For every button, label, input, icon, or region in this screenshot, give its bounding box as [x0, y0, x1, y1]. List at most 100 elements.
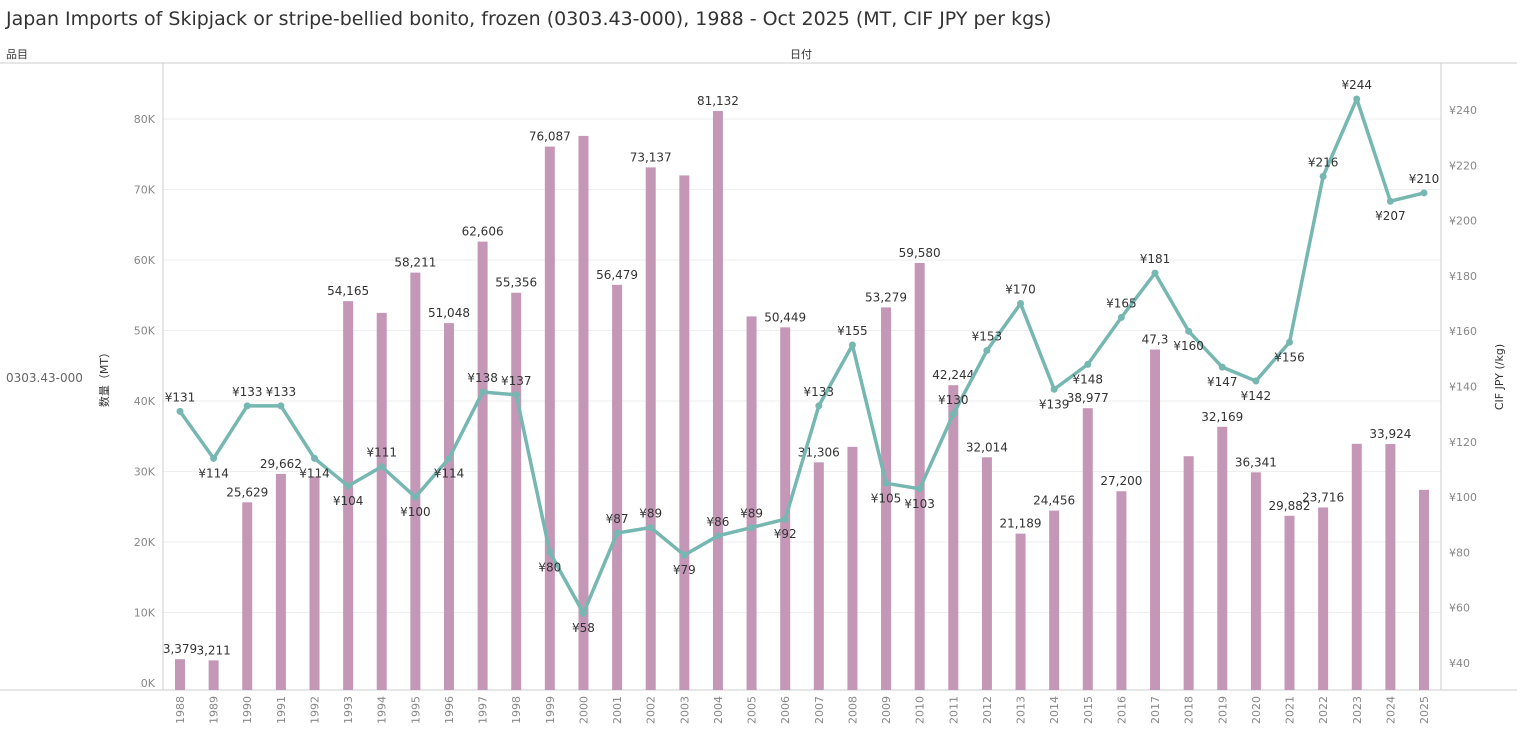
bar — [376, 312, 387, 690]
x-tick-label: 2013 — [1015, 696, 1028, 724]
x-tick-label: 1995 — [409, 696, 422, 724]
price-label: ¥133 — [266, 385, 297, 399]
x-tick-label: 1992 — [308, 696, 321, 724]
price-label: ¥100 — [400, 505, 431, 519]
bar-label: 24,456 — [1033, 494, 1075, 508]
left-tick-label: 60K — [134, 254, 156, 267]
price-label: ¥105 — [871, 491, 902, 505]
x-tick-label: 2007 — [813, 696, 826, 724]
bar — [544, 146, 555, 690]
bar — [242, 502, 253, 690]
x-tick-label: 2011 — [947, 696, 960, 724]
bar-label: 62,606 — [462, 225, 504, 239]
bar — [948, 385, 959, 690]
price-label: ¥92 — [774, 527, 797, 541]
price-label: ¥87 — [606, 512, 629, 526]
price-label: ¥216 — [1308, 155, 1339, 169]
right-axis-title: CIF JPY (/kg) — [1493, 344, 1506, 410]
price-point — [243, 402, 251, 410]
bar-label: 36,341 — [1235, 455, 1277, 469]
price-point — [1286, 338, 1294, 346]
bar — [1318, 507, 1329, 690]
x-tick-label: 1991 — [275, 696, 288, 724]
price-point — [579, 609, 587, 617]
price-point — [647, 524, 655, 532]
price-label: ¥244 — [1341, 78, 1372, 92]
bar-label: 51,048 — [428, 306, 470, 320]
bar-label: 50,449 — [764, 310, 806, 324]
price-point — [512, 391, 520, 399]
price-point — [1185, 327, 1193, 335]
x-tick-label: 1997 — [477, 696, 490, 724]
bar-label: 3,379 — [163, 642, 197, 656]
bar — [443, 323, 454, 690]
x-tick-label: 2001 — [611, 696, 624, 724]
price-label: ¥170 — [1005, 283, 1036, 297]
price-point — [1218, 363, 1226, 371]
x-tick-label: 2016 — [1115, 696, 1128, 724]
price-label: ¥80 — [538, 560, 561, 574]
bar-label: 38,977 — [1067, 391, 1109, 405]
x-tick-label: 2020 — [1250, 696, 1263, 724]
price-point — [1386, 197, 1394, 205]
price-point — [1420, 189, 1428, 197]
price-point — [748, 524, 756, 532]
bar — [410, 272, 421, 690]
bar — [746, 316, 757, 690]
bar-label: 27,200 — [1100, 474, 1142, 488]
price-label: ¥133 — [804, 385, 835, 399]
price-label: ¥137 — [501, 374, 532, 388]
x-tick-label: 1996 — [443, 696, 456, 724]
x-tick-label: 2022 — [1317, 696, 1330, 724]
bar — [275, 473, 286, 690]
price-label: ¥114 — [198, 466, 229, 480]
left-axis-title: 数量（MT） — [98, 347, 111, 407]
bar — [1284, 515, 1295, 690]
x-tick-label: 2012 — [981, 696, 994, 724]
price-label: ¥114 — [434, 466, 465, 480]
bar — [612, 284, 623, 690]
x-tick-label: 2019 — [1216, 696, 1229, 724]
price-label: ¥130 — [938, 393, 969, 407]
price-label: ¥160 — [1173, 339, 1204, 353]
x-tick-label: 2025 — [1418, 696, 1431, 724]
price-point — [1017, 300, 1025, 308]
bar-label: 58,211 — [394, 256, 436, 270]
right-tick-label: ¥100 — [1449, 491, 1477, 504]
bar-label: 42,244 — [932, 368, 974, 382]
x-tick-label: 2024 — [1384, 696, 1397, 724]
left-tick-label: 20K — [134, 536, 156, 549]
price-point — [479, 388, 487, 396]
bar — [1250, 472, 1261, 690]
bar — [578, 135, 589, 691]
left-tick-label: 50K — [134, 325, 156, 338]
right-tick-label: ¥80 — [1449, 546, 1470, 559]
price-point — [310, 454, 318, 462]
price-label: ¥156 — [1274, 350, 1305, 364]
x-tick-label: 1990 — [241, 696, 254, 724]
price-label: ¥139 — [1039, 397, 1070, 411]
bar — [881, 307, 892, 690]
bar-label: 54,165 — [327, 284, 369, 298]
price-point — [378, 463, 386, 471]
bar — [343, 301, 354, 690]
price-label: ¥155 — [837, 324, 868, 338]
right-tick-label: ¥220 — [1449, 159, 1477, 172]
price-label: ¥111 — [366, 446, 397, 460]
price-point — [680, 551, 688, 559]
bar-label: 3,211 — [196, 643, 230, 657]
left-tick-label: 80K — [134, 113, 156, 126]
left-tick-label: 0K — [141, 677, 156, 690]
bar — [208, 660, 219, 690]
bar-label: 55,356 — [495, 276, 537, 290]
bar-label: 21,189 — [1000, 517, 1042, 531]
x-tick-label: 2005 — [746, 696, 759, 724]
price-point — [1050, 385, 1058, 393]
price-label: ¥114 — [299, 466, 330, 480]
price-point — [983, 347, 991, 355]
chart-title: Japan Imports of Skipjack or stripe-bell… — [6, 8, 1052, 30]
price-point — [176, 407, 184, 415]
bar-label: 53,279 — [865, 290, 907, 304]
bar — [981, 457, 992, 690]
